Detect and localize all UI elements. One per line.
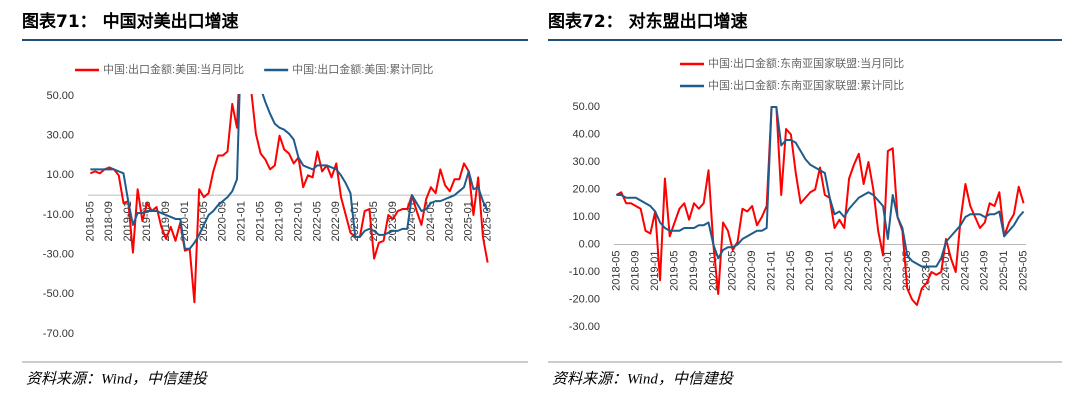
legend-label: 中国:出口金额:美国:累计同比 (292, 62, 433, 76)
series-line (615, 106, 1025, 306)
x-tick-label: 2023-09 (921, 251, 933, 291)
y-tick-label: -50.00 (43, 288, 74, 300)
x-tick-label: 2018-09 (630, 251, 642, 291)
series-line (90, 94, 489, 250)
y-tick-label: -30.00 (43, 249, 74, 261)
source-note: 资料来源：Wind，中信建投 (26, 370, 209, 387)
x-tick-label: 2018-05 (610, 251, 622, 291)
x-tick-label: 2025-05 (482, 201, 494, 241)
x-tick-label: 2021-09 (273, 201, 285, 241)
x-tick-label: 2023-01 (882, 251, 894, 291)
y-tick-label: -70.00 (43, 328, 74, 340)
x-tick-label: 2025-01 (463, 201, 475, 241)
legend-label: 中国:出口金额:东南亚国家联盟:当月同比 (708, 56, 904, 70)
x-tick-label: 2021-05 (785, 251, 797, 291)
x-tick-label: 2018-05 (84, 201, 96, 241)
x-tick-label: 2022-01 (292, 201, 304, 241)
y-tick-label: -30.00 (569, 321, 600, 333)
x-tick-label: 2020-09 (746, 251, 758, 291)
x-tick-label: 2024-05 (425, 201, 437, 241)
x-tick-label: 2022-05 (311, 201, 323, 241)
x-tick-label: 2025-05 (1017, 250, 1029, 290)
y-tick-label: 30.00 (46, 130, 74, 142)
y-tick-label: 40.00 (572, 128, 600, 140)
x-tick-label: 2022-05 (843, 251, 855, 291)
x-tick-label: 2019-09 (688, 251, 700, 291)
x-tick-label: 2019-05 (668, 251, 680, 291)
series-line (616, 106, 1025, 268)
x-tick-label: 2020-09 (217, 201, 229, 241)
chart-title: 图表71： 中国对美出口增速 (22, 11, 239, 32)
x-tick-label: 2024-09 (979, 251, 991, 291)
y-tick-label: 30.00 (572, 156, 600, 168)
y-tick-label: 0.00 (579, 238, 600, 250)
x-tick-label: 2021-05 (255, 201, 267, 241)
chart-title: 图表72： 对东盟出口增速 (548, 11, 748, 32)
y-tick-label: 50.00 (572, 101, 600, 113)
x-tick-label: 2018-09 (103, 201, 115, 241)
x-tick-label: 2021-01 (765, 251, 777, 291)
y-tick-label: 50.00 (46, 90, 74, 102)
x-tick-label: 2023-09 (387, 201, 399, 241)
y-tick-label: -20.00 (569, 293, 600, 305)
x-tick-label: 2022-09 (330, 201, 342, 241)
plot-area (615, 106, 1025, 306)
x-tick-label: 2022-09 (862, 251, 874, 291)
x-tick-label: 2024-05 (959, 251, 971, 291)
x-tick-label: 2020-05 (727, 251, 739, 291)
legend-label: 中国:出口金额:东南亚国家联盟:累计同比 (708, 78, 904, 92)
plot-area (89, 94, 489, 304)
series-line (89, 94, 489, 304)
x-tick-label: 2022-01 (824, 251, 836, 291)
y-tick-label: 10.00 (46, 169, 74, 181)
legend-label: 中国:出口金额:美国:当月同比 (103, 62, 244, 76)
y-tick-label: -10.00 (569, 266, 600, 278)
x-tick-label: 2025-01 (998, 251, 1010, 291)
x-tick-label: 2021-01 (236, 201, 248, 241)
x-tick-label: 2024-09 (444, 201, 456, 241)
y-tick-label: 10.00 (572, 211, 600, 223)
x-tick-label: 2021-09 (804, 251, 816, 291)
x-tick-label: 2019-09 (160, 201, 172, 241)
y-tick-label: 20.00 (572, 183, 600, 195)
source-note: 资料来源：Wind，中信建投 (552, 370, 735, 387)
y-tick-label: -10.00 (43, 209, 74, 221)
